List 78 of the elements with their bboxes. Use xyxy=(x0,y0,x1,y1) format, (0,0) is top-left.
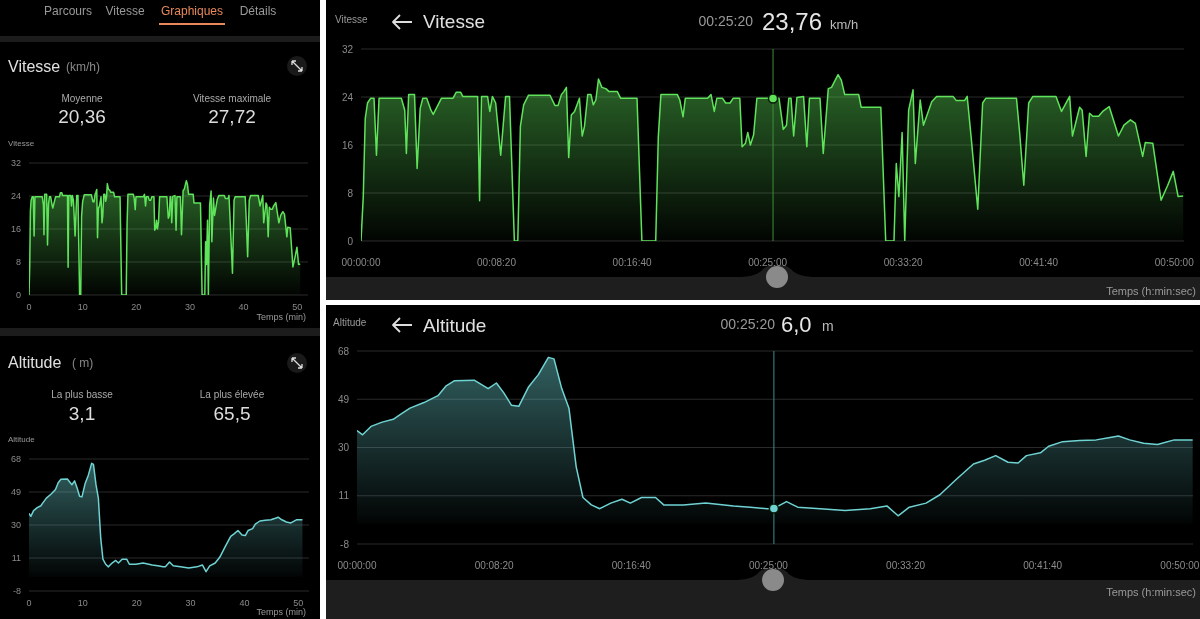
x-tick-label: 00:00:00 xyxy=(337,560,377,572)
x-tick-label: 40 xyxy=(239,598,250,609)
x-tick-label: 50 xyxy=(293,598,304,609)
x-tick-label: 00:50:00 xyxy=(1154,257,1195,269)
y-axis-title: Vitesse xyxy=(335,13,368,25)
text: 20,36 xyxy=(58,105,106,128)
text: Moyenne xyxy=(61,92,103,104)
y-tick-label: 32 xyxy=(341,43,354,55)
x-tick-label: 00:25:00 xyxy=(748,560,789,572)
x-tick-label: 00:08:20 xyxy=(474,560,515,572)
y-tick-label: 16 xyxy=(341,139,354,151)
y-tick-label: 11 xyxy=(338,490,350,502)
y-tick-label: 0 xyxy=(347,235,354,247)
y-tick-label: 24 xyxy=(341,91,354,103)
text: 6,0 xyxy=(781,311,812,338)
x-tick-label: 20 xyxy=(131,598,142,609)
chart-subtitle: ( m) xyxy=(72,356,94,371)
y-tick-label: 68 xyxy=(10,454,21,465)
text: km/h xyxy=(830,16,859,33)
y-tick-label: -8 xyxy=(12,586,21,597)
y-tick-label: 16 xyxy=(10,224,21,235)
text: m xyxy=(822,318,834,335)
chart-title: Altitude xyxy=(423,314,487,337)
x-tick-label: 00:33:20 xyxy=(886,560,926,572)
x-tick-label: 10 xyxy=(77,302,88,313)
y-tick-label: 68 xyxy=(337,345,350,357)
x-tick-label: 00:16:40 xyxy=(611,560,652,572)
text: 3,1 xyxy=(68,402,96,425)
x-tick-label: 00:33:20 xyxy=(883,257,924,269)
text: 00:25:20 xyxy=(720,316,775,333)
y-tick-label: 8 xyxy=(347,187,354,199)
text: Graphiques xyxy=(160,4,224,19)
x-tick-label: 00:16:40 xyxy=(612,257,652,269)
x-tick-label: 00:41:40 xyxy=(1023,560,1063,572)
x-tick-label: 0 xyxy=(26,598,32,609)
chart-subtitle: (km/h) xyxy=(66,60,100,75)
text: 27,72 xyxy=(208,105,256,128)
x-tick-label: 20 xyxy=(131,302,142,313)
y-tick-label: 11 xyxy=(11,553,21,564)
x-axis-title: Temps (min) xyxy=(256,312,306,323)
x-tick-label: 40 xyxy=(238,302,249,313)
y-tick-label: 49 xyxy=(337,393,350,405)
text: La plus basse xyxy=(51,388,113,400)
y-tick-label: 32 xyxy=(10,158,21,169)
text: 65,5 xyxy=(213,402,251,425)
x-axis-title: Temps (min) xyxy=(256,607,306,618)
y-axis-title: Altitude xyxy=(8,434,35,445)
y-tick-label: 8 xyxy=(15,257,21,268)
y-tick-label: -8 xyxy=(340,538,350,550)
y-tick-label: 30 xyxy=(10,520,21,531)
x-axis-title: Temps (h:min:sec) xyxy=(1106,284,1196,298)
x-tick-label: 50 xyxy=(292,302,303,313)
x-tick-label: 00:08:20 xyxy=(477,257,517,269)
x-tick-label: 10 xyxy=(77,598,88,609)
y-tick-label: 24 xyxy=(10,191,21,202)
text: Détails xyxy=(239,4,277,19)
x-tick-label: 00:41:40 xyxy=(1019,257,1059,269)
text: Vitesse maximale xyxy=(192,92,272,104)
y-tick-label: 49 xyxy=(10,487,21,498)
x-tick-label: 0 xyxy=(26,302,32,313)
text: Parcours xyxy=(43,4,93,19)
chart-title: Vitesse xyxy=(8,58,61,76)
text: 00:25:20 xyxy=(698,13,753,30)
y-axis-title: Vitesse xyxy=(8,138,35,149)
x-tick-label: 30 xyxy=(185,598,196,609)
x-tick-label: 30 xyxy=(184,302,195,313)
chart-title: Vitesse xyxy=(423,10,485,33)
y-tick-label: 0 xyxy=(15,290,21,301)
text: Vitesse xyxy=(105,4,145,19)
x-tick-label: 00:25:00 xyxy=(748,257,788,269)
x-axis-title: Temps (h:min:sec) xyxy=(1106,585,1196,599)
y-axis-title: Altitude xyxy=(333,316,367,328)
y-tick-label: 30 xyxy=(337,442,350,454)
chart-title: Altitude xyxy=(8,354,62,372)
text: La plus élevée xyxy=(199,388,265,400)
x-tick-label: 00:50:00 xyxy=(1160,560,1200,572)
x-tick-label: 00:00:00 xyxy=(341,257,381,269)
text: 23,76 xyxy=(762,7,823,36)
